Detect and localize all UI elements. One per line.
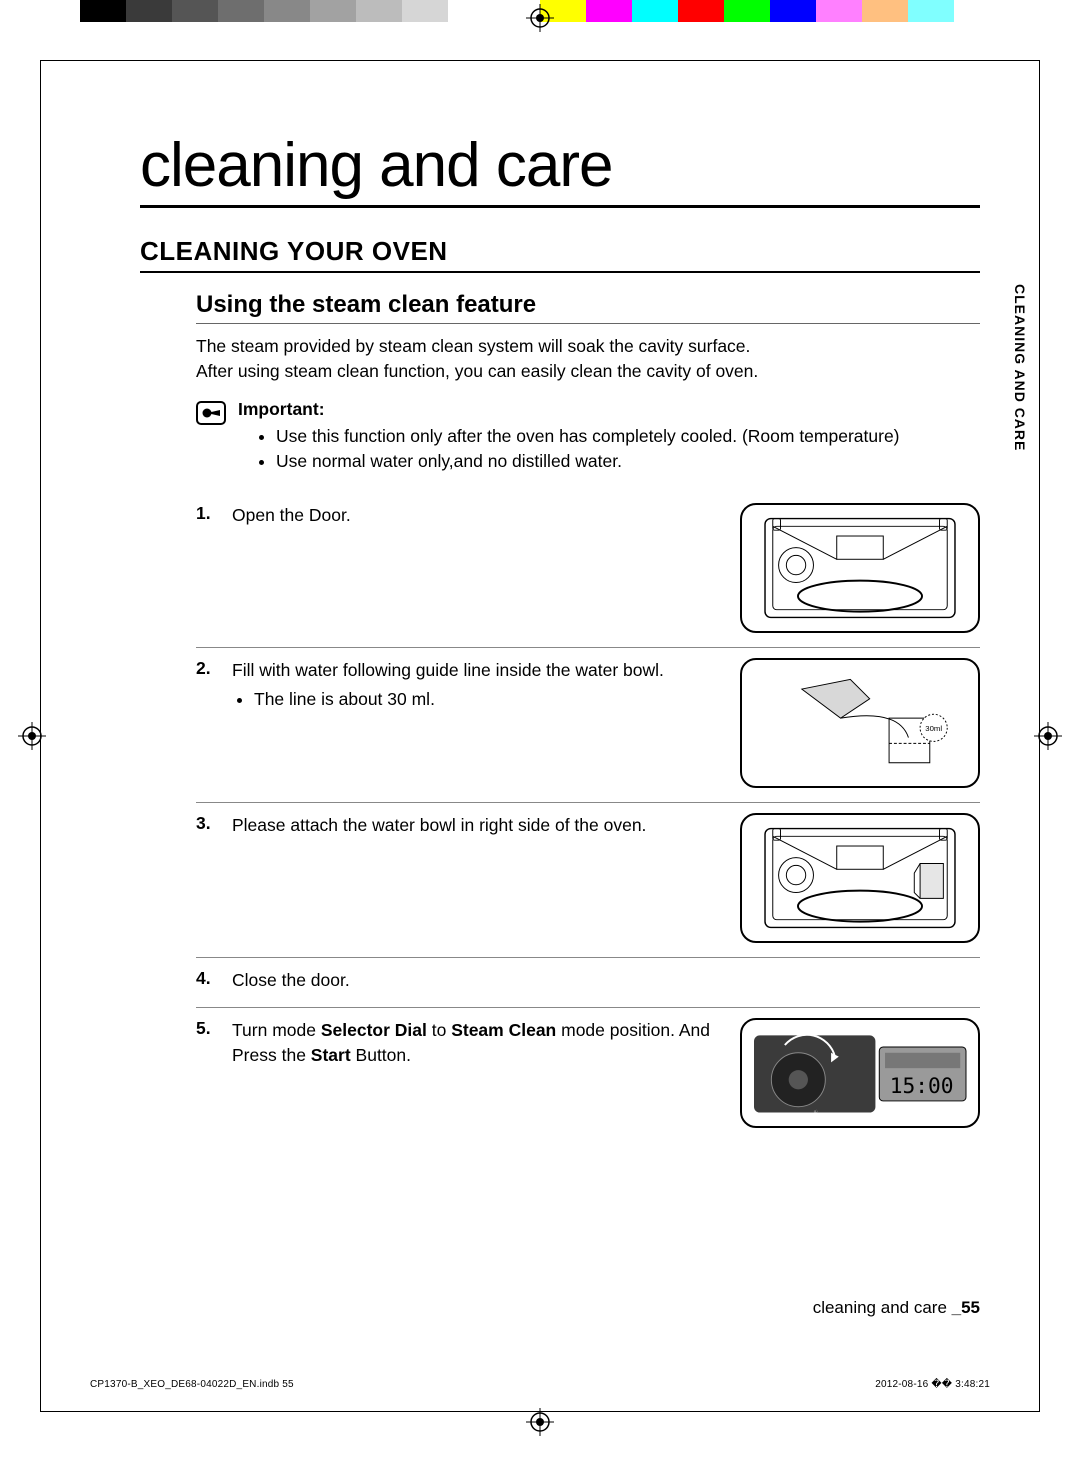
page-footer: cleaning and care _55 [140,1298,980,1318]
important-callout: Important: Use this function only after … [196,399,980,475]
step-row: 5. Turn mode Selector Dial to Steam Clea… [196,1008,980,1142]
intro-paragraph: The steam provided by steam clean system… [196,334,980,385]
step-figure-control-panel: ♨ 15:00 [740,1018,980,1128]
step-number: 2. [196,658,218,788]
print-footer: CP1370-B_XEO_DE68-04022D_EN.indb 55 2012… [90,1379,990,1390]
important-list: Use this function only after the oven ha… [276,424,900,475]
pointer-icon [196,401,226,425]
step-number: 3. [196,813,218,943]
step-row: 1. Open the Door. [196,493,980,648]
page-content: cleaning and care CLEANING YOUR OVEN Usi… [140,130,980,1352]
main-title: cleaning and care [140,130,980,208]
svg-text:♨: ♨ [812,1108,821,1119]
important-label: Important: [238,399,900,420]
step-number: 4. [196,968,218,993]
step-subitem: The line is about 30 ml. [254,687,716,712]
step-text: Fill with water following guide line ins… [232,658,726,788]
step-text: Open the Door. [232,503,726,633]
registration-mark-icon [526,1408,554,1436]
display-time: 15:00 [890,1073,954,1098]
print-footer-right: 2012-08-16 �� 3:48:21 [875,1379,990,1390]
steps-list: 1. Open the Door. 2. [196,493,980,1142]
step-text: Close the door. [232,968,980,993]
step-row: 2. Fill with water following guide line … [196,648,980,803]
side-section-tab: CLEANING AND CARE [1012,284,1028,451]
step-text: Please attach the water bowl in right si… [232,813,726,943]
step-row: 4. Close the door. [196,958,980,1008]
step-number: 1. [196,503,218,633]
step-figure-pour-water: 30ml [740,658,980,788]
step-row: 3. Please attach the water bowl in right… [196,803,980,958]
step-figure-oven-bowl [740,813,980,943]
step-figure-oven-open [740,503,980,633]
important-item: Use this function only after the oven ha… [276,424,900,449]
step-number: 5. [196,1018,218,1128]
section-title: CLEANING YOUR OVEN [140,236,980,273]
registration-mark-icon [526,4,554,32]
step-text: Turn mode Selector Dial to Steam Clean m… [232,1018,726,1128]
print-footer-left: CP1370-B_XEO_DE68-04022D_EN.indb 55 [90,1379,294,1390]
subsection-title: Using the steam clean feature [196,291,980,324]
pour-water-label: 30ml [925,723,942,732]
important-item: Use normal water only,and no distilled w… [276,449,900,474]
